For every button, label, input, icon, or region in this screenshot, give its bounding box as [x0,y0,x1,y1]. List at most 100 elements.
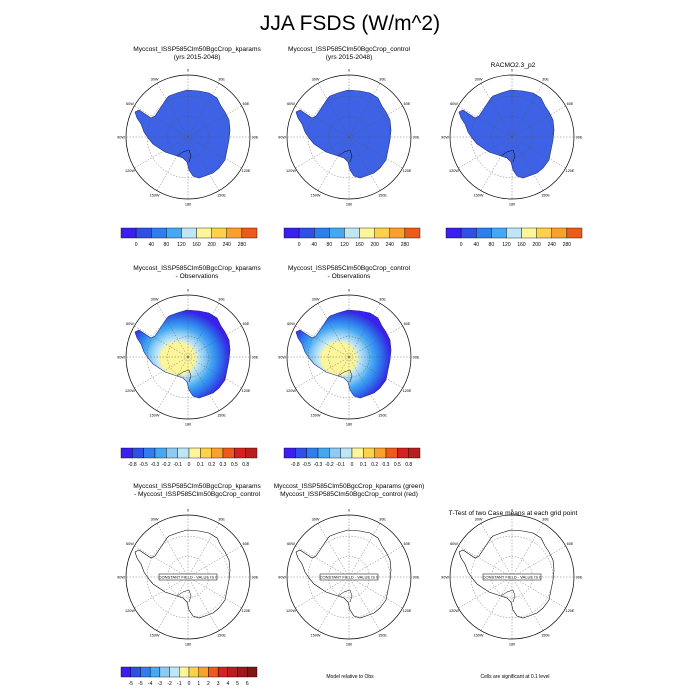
longitude-label: 120E [403,389,412,393]
colorbar-label: 3 [217,681,220,687]
colorbar-swatch [247,666,258,678]
longitude-label: 30E [379,297,386,301]
longitude-label: 0 [187,289,189,293]
constant-field-label: CONSTANT FIELD - VALUE IS 0 [320,575,379,580]
longitude-label: 60E [567,542,574,546]
longitude-label: 180 [346,203,352,207]
colorbar-label: 40 [148,242,154,248]
longitude-label: 120W [286,169,296,173]
longitude-label: 90W [117,356,125,360]
longitude-label: 90W [278,356,286,360]
colorbar-label: 200 [532,242,541,248]
longitude-label: 90E [252,356,259,360]
longitude-label: 180 [346,423,352,427]
longitude-label: 150E [541,194,550,198]
longitude-label: 90W [278,576,286,580]
longitude-label: 60E [404,542,411,546]
colorbar-swatch [283,447,296,459]
longitude-label: 60E [243,322,250,326]
longitude-label: 30W [312,517,320,521]
longitude-label: 30E [379,77,386,81]
colorbar-label: 280 [238,242,247,248]
longitude-label: 120E [403,169,412,173]
polar-map-3: 0 30E 60E 90E 120E 150E 180 150W 120W 90W 60W 30W [441,69,583,207]
colorbar-label: 0.5 [231,462,238,468]
longitude-label: 120W [125,389,135,393]
colorbar-label: -5 [128,681,133,687]
colorbar-swatch [179,666,190,678]
longitude-label: 90W [278,136,286,140]
colorbar-label: 80 [327,242,333,248]
colorbar-swatch [208,666,219,678]
colorbar-label: 0 [188,681,191,687]
colorbar-label: 160 [192,242,201,248]
longitude-label: 120E [242,609,251,613]
longitude-label: 120W [125,609,135,613]
longitude-label: 90W [441,136,449,140]
longitude-label: 150W [150,634,160,638]
panel-title-7: Myccost_ISSP585Clm50BgcCrop_kparams (gre… [273,483,425,498]
longitude-label: 150E [378,634,387,638]
longitude-label: 60W [126,322,134,326]
colorbar-label: 0 [351,462,354,468]
longitude-label: 90W [441,576,449,580]
colorbar-rel-2: -0.8 -0.5 -0.3 -0.2 -0.1 0 0.1 0.2 0.3 0.5 0.8 [283,447,421,468]
significance-note: Cells are significant at 0.1 level [480,674,550,680]
colorbar-label: 0 [460,242,463,248]
colorbar-swatch [188,666,199,678]
colorbar-label: 0 [188,462,191,468]
polar-map-7: 0 30E 60E 90E 120E 150E 180 150W 120W 90W 60W 30W CO… [278,509,420,647]
longitude-label: 60E [404,102,411,106]
longitude-label: 0 [348,69,350,73]
colorbar-swatch [151,227,167,239]
antarctica-outline [134,529,231,619]
colorbar-swatch [460,227,477,239]
colorbar-swatch [476,227,492,239]
panel-title-6: Myccost_ISSP585Clm50BgcCrop_kparams - My… [133,483,261,498]
colorbar-swatch [506,227,522,239]
colorbar-swatch [374,447,387,459]
colorbar-swatch [132,447,144,459]
colorbar-label: -0.1 [173,462,182,468]
colorbar-swatch [344,227,360,239]
longitude-label: 90E [413,576,420,580]
colorbar-diff: -5 -5 -4 -3 -2 -1 0 1 2 3 4 5 6 [120,666,258,687]
colorbar-swatch [408,447,421,459]
colorbar-label: -0.5 [302,462,311,468]
longitude-label: 120E [403,609,412,613]
longitude-label: 0 [187,509,189,513]
colorbar-label: 1 [197,681,200,687]
longitude-label: 90E [252,576,259,580]
colorbar-label: 120 [340,242,349,248]
longitude-label: 120E [242,389,251,393]
colorbar-swatch [306,447,319,459]
colorbar-swatch [211,447,224,459]
longitude-label: 150W [311,634,321,638]
polar-map-4: 0 30E 60E 90E 120E 150E 180 150W 120W 90W 60W 30W [117,289,259,427]
longitude-label: 0 [511,69,513,73]
longitude-label: 90E [576,576,583,580]
longitude-label: 180 [346,643,352,647]
constant-field-label: CONSTANT FIELD - VALUE IS 0 [159,575,218,580]
colorbar-swatch [374,227,390,239]
longitude-label: 0 [348,509,350,513]
page-title: JJA FSDS (W/m^2) [259,12,441,35]
colorbar-swatch [143,447,156,459]
colorbar-swatch [389,227,406,239]
colorbar-swatch [295,447,307,459]
longitude-label: 60W [287,322,295,326]
colorbar-label: 80 [164,242,170,248]
colorbar-label: 160 [517,242,526,248]
colorbar-label: 4 [226,681,229,687]
longitude-label: 30W [151,77,159,81]
colorbar-swatch [135,227,152,239]
colorbar-label: 160 [355,242,364,248]
colorbar-label: -0.2 [162,462,171,468]
colorbar-swatch [298,227,315,239]
colorbar-swatch [226,227,243,239]
longitude-label: 60W [450,102,458,106]
longitude-label: 120E [566,169,575,173]
colorbar-swatch [445,227,462,239]
longitude-label: 120W [449,609,459,613]
colorbar-swatch [566,227,583,239]
